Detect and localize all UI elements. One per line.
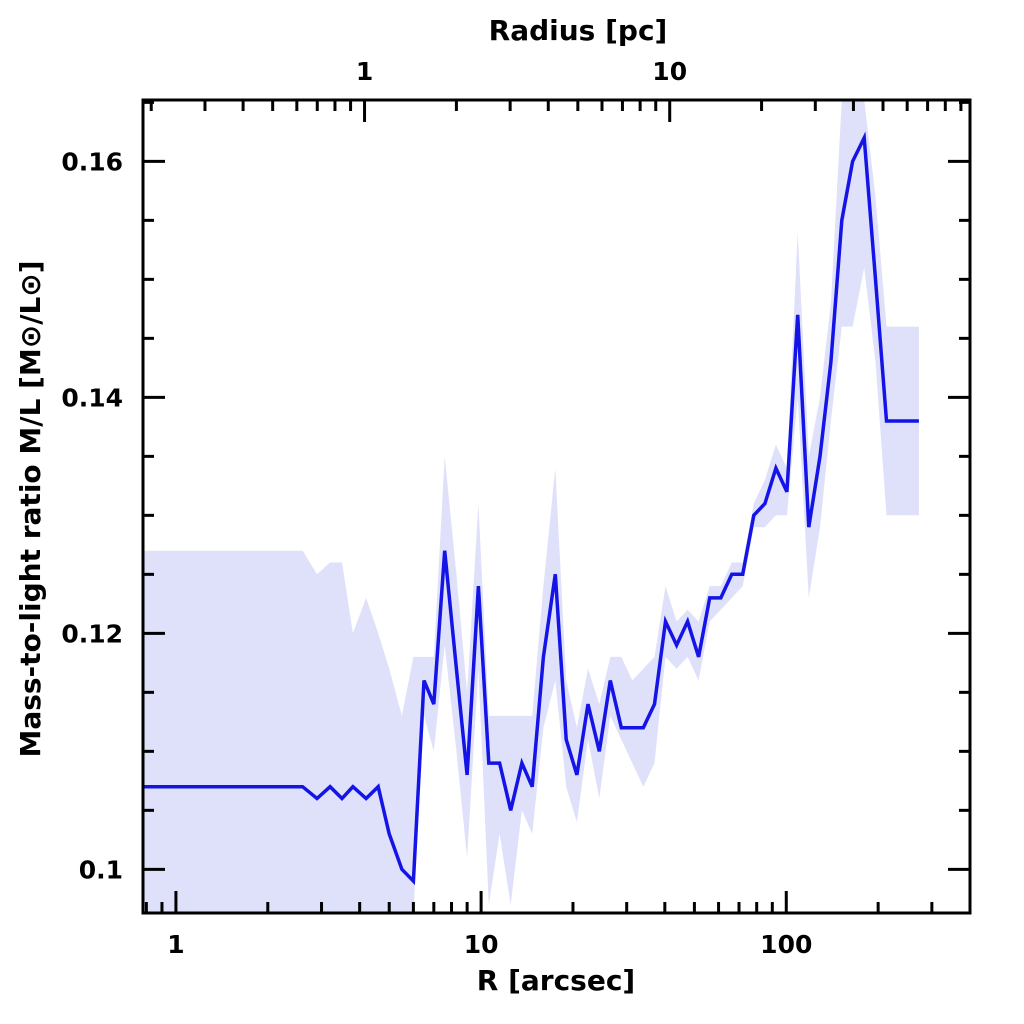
data-point (874, 278, 877, 281)
y-tick-label: 0.14 (61, 383, 123, 412)
data-point (807, 526, 810, 529)
series-group (143, 100, 920, 913)
data-point (432, 703, 435, 706)
axes: 1 10 100 1 10 0.1 0.12 0.14 0.16 (61, 57, 972, 959)
data-point (774, 467, 777, 470)
x-tick-label: 10 (464, 930, 499, 959)
y-tick-label: 0.12 (61, 619, 123, 648)
data-point (554, 573, 557, 576)
data-point (829, 361, 832, 364)
x-tick-label: 1 (167, 930, 184, 959)
data-point (664, 620, 667, 623)
top-axis-title: Radius [pc] (489, 14, 668, 47)
data-point (388, 832, 391, 835)
data-point (520, 762, 523, 765)
data-point (351, 785, 354, 788)
data-point (697, 655, 700, 658)
data-point (487, 762, 490, 765)
data-point (885, 420, 888, 423)
data-point (917, 420, 920, 423)
data-point (455, 667, 458, 670)
data-point (719, 596, 722, 599)
plot-frame (141, 98, 972, 915)
data-point (851, 160, 854, 163)
x-axis-title: R [arcsec] (477, 964, 635, 997)
data-point (730, 573, 733, 576)
uncertainty-band (143, 100, 919, 913)
x-tick-label: 100 (760, 930, 812, 959)
data-point (329, 785, 332, 788)
top-tick-label: 1 (356, 57, 373, 86)
data-point (631, 726, 634, 729)
data-point (863, 136, 866, 139)
y-axis-title: Mass-to-light ratio M/L [M⊙/L⊙] (14, 260, 47, 757)
data-point (341, 797, 344, 800)
y-tick-label: 0.1 (79, 855, 123, 884)
data-point (708, 596, 711, 599)
data-point (531, 785, 534, 788)
data-point (896, 420, 899, 423)
data-point (840, 219, 843, 222)
data-point (509, 809, 512, 812)
data-point (377, 785, 380, 788)
data-point (400, 868, 403, 871)
data-point (412, 880, 415, 883)
data-point (565, 738, 568, 741)
data-point (741, 573, 744, 576)
data-point (819, 455, 822, 458)
data-point (498, 762, 501, 765)
data-point (542, 655, 545, 658)
data-point (443, 549, 446, 552)
data-point (653, 703, 656, 706)
data-point (675, 644, 678, 647)
data-point (316, 797, 319, 800)
data-point (609, 679, 612, 682)
data-point (763, 502, 766, 505)
data-point (785, 490, 788, 493)
data-point (301, 785, 304, 788)
data-point (686, 620, 689, 623)
data-point (365, 797, 368, 800)
data-point (477, 585, 480, 588)
top-tick-label: 10 (652, 57, 687, 86)
data-point (575, 773, 578, 776)
data-point (598, 750, 601, 753)
data-point (587, 703, 590, 706)
data-point (752, 514, 755, 517)
y-tick-label: 0.16 (61, 147, 123, 176)
data-point (642, 726, 645, 729)
series-line (143, 131, 919, 886)
plot-area (143, 100, 920, 913)
data-point (423, 679, 426, 682)
data-point (796, 313, 799, 316)
data-point (620, 726, 623, 729)
data-point (906, 420, 909, 423)
data-point (466, 773, 469, 776)
